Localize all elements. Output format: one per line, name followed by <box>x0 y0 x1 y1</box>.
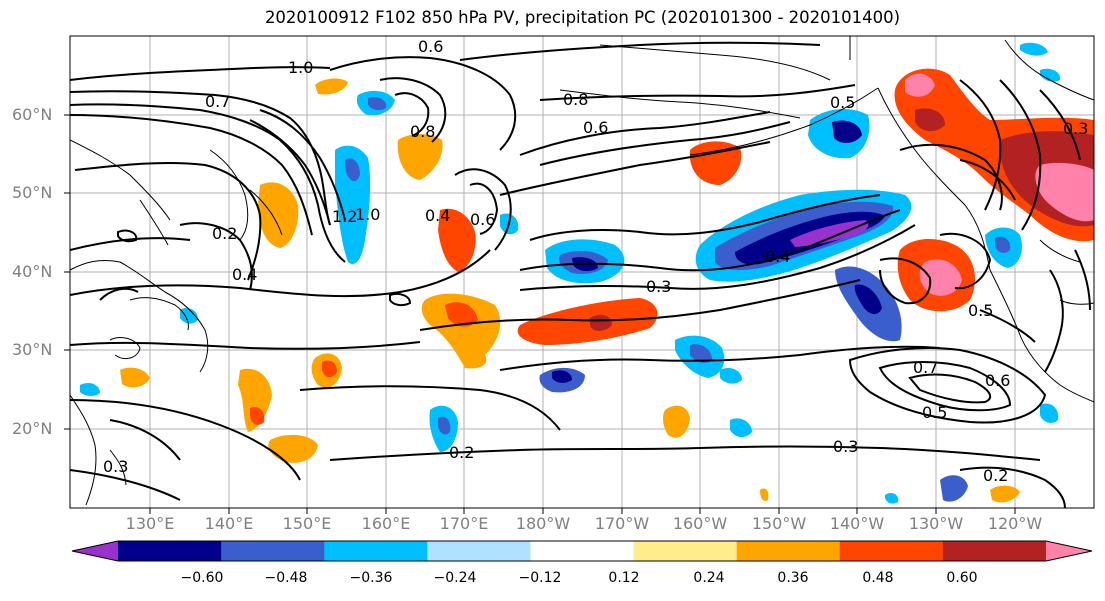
colorbar-segment <box>221 541 325 561</box>
lon-label-150w: 150°W <box>751 514 807 533</box>
svg-text:1.2: 1.2 <box>332 207 357 226</box>
lon-label-130w: 130°W <box>908 514 964 533</box>
svg-text:0.2: 0.2 <box>212 224 237 243</box>
svg-text:0.5: 0.5 <box>968 301 993 320</box>
colorbar-label: 0.60 <box>946 570 978 586</box>
svg-text:0.3: 0.3 <box>103 457 128 476</box>
lon-label-180w: 180°W <box>515 514 571 533</box>
svg-text:0.5: 0.5 <box>830 93 855 112</box>
map-title: 2020100912 F102 850 hPa PV, precipitatio… <box>264 8 901 27</box>
lon-label-120w: 120°W <box>987 514 1043 533</box>
svg-text:0.7: 0.7 <box>205 92 230 111</box>
colorbar-label: −0.60 <box>180 570 224 586</box>
colorbar-label: 0.24 <box>693 570 725 586</box>
svg-text:0.5: 0.5 <box>922 403 947 422</box>
lon-label-140e: 140°E <box>204 514 254 533</box>
colorbar-label: −0.12 <box>518 570 562 586</box>
svg-text:0.3: 0.3 <box>833 437 858 456</box>
axis-ticks <box>64 114 1016 514</box>
svg-text:0.6: 0.6 <box>470 210 495 229</box>
lon-label-170w: 170°W <box>594 514 650 533</box>
colorbar-label: 0.12 <box>608 570 640 586</box>
svg-text:0.6: 0.6 <box>418 37 443 56</box>
pv-contours <box>70 41 1091 508</box>
lat-label-40n: 40°N <box>12 262 53 281</box>
svg-text:0.6: 0.6 <box>985 371 1010 390</box>
colorbar-outline <box>71 540 1093 562</box>
svg-text:0.3: 0.3 <box>1063 119 1088 138</box>
colorbar-label: 0.36 <box>777 570 809 586</box>
colorbar-extend-low <box>72 541 118 561</box>
lat-label-50n: 50°N <box>12 183 53 202</box>
lat-label-20n: 20°N <box>12 419 53 438</box>
colorbar <box>71 540 1093 562</box>
colorbar-segment <box>427 541 531 561</box>
svg-text:0.8: 0.8 <box>410 122 435 141</box>
svg-text:1.0: 1.0 <box>355 205 380 224</box>
colorbar-segment <box>324 541 428 561</box>
colorbar-label: −0.24 <box>433 570 477 586</box>
colorbar-segment <box>736 541 841 561</box>
svg-text:0.2: 0.2 <box>449 443 474 462</box>
colorbar-label: 0.48 <box>862 570 894 586</box>
svg-text:0.8: 0.8 <box>563 90 588 109</box>
colorbar-segment <box>942 541 1047 561</box>
contour-labels: 0.6 1.0 0.7 0.8 0.8 0.6 0.4 0.6 1.2 1.0 … <box>103 37 1088 485</box>
lat-label-60n: 60°N <box>12 105 53 124</box>
coastlines <box>70 36 1094 506</box>
colorbar-extend-high <box>1046 541 1092 561</box>
lon-label-140w: 140°W <box>829 514 885 533</box>
svg-text:0.4: 0.4 <box>765 247 790 266</box>
svg-text:0.4: 0.4 <box>232 265 257 284</box>
colorbar-label: −0.36 <box>349 570 393 586</box>
lon-label-130e: 130°E <box>125 514 175 533</box>
lat-label-30n: 30°N <box>12 340 53 359</box>
colorbar-segment <box>839 541 944 561</box>
lon-label-150e: 150°E <box>282 514 332 533</box>
svg-text:0.6: 0.6 <box>583 118 608 137</box>
colorbar-segment <box>118 541 222 561</box>
svg-text:0.4: 0.4 <box>425 206 450 225</box>
colorbar-label: −0.48 <box>264 570 308 586</box>
svg-text:0.3: 0.3 <box>646 277 671 296</box>
svg-text:1.0: 1.0 <box>288 58 313 77</box>
svg-text:0.7: 0.7 <box>913 358 938 377</box>
lon-label-170e: 170°E <box>439 514 489 533</box>
lon-label-160e: 160°E <box>361 514 411 533</box>
svg-text:0.2: 0.2 <box>983 466 1008 485</box>
colorbar-segment <box>530 541 635 561</box>
lon-label-160w: 160°W <box>672 514 728 533</box>
colorbar-segment <box>633 541 738 561</box>
